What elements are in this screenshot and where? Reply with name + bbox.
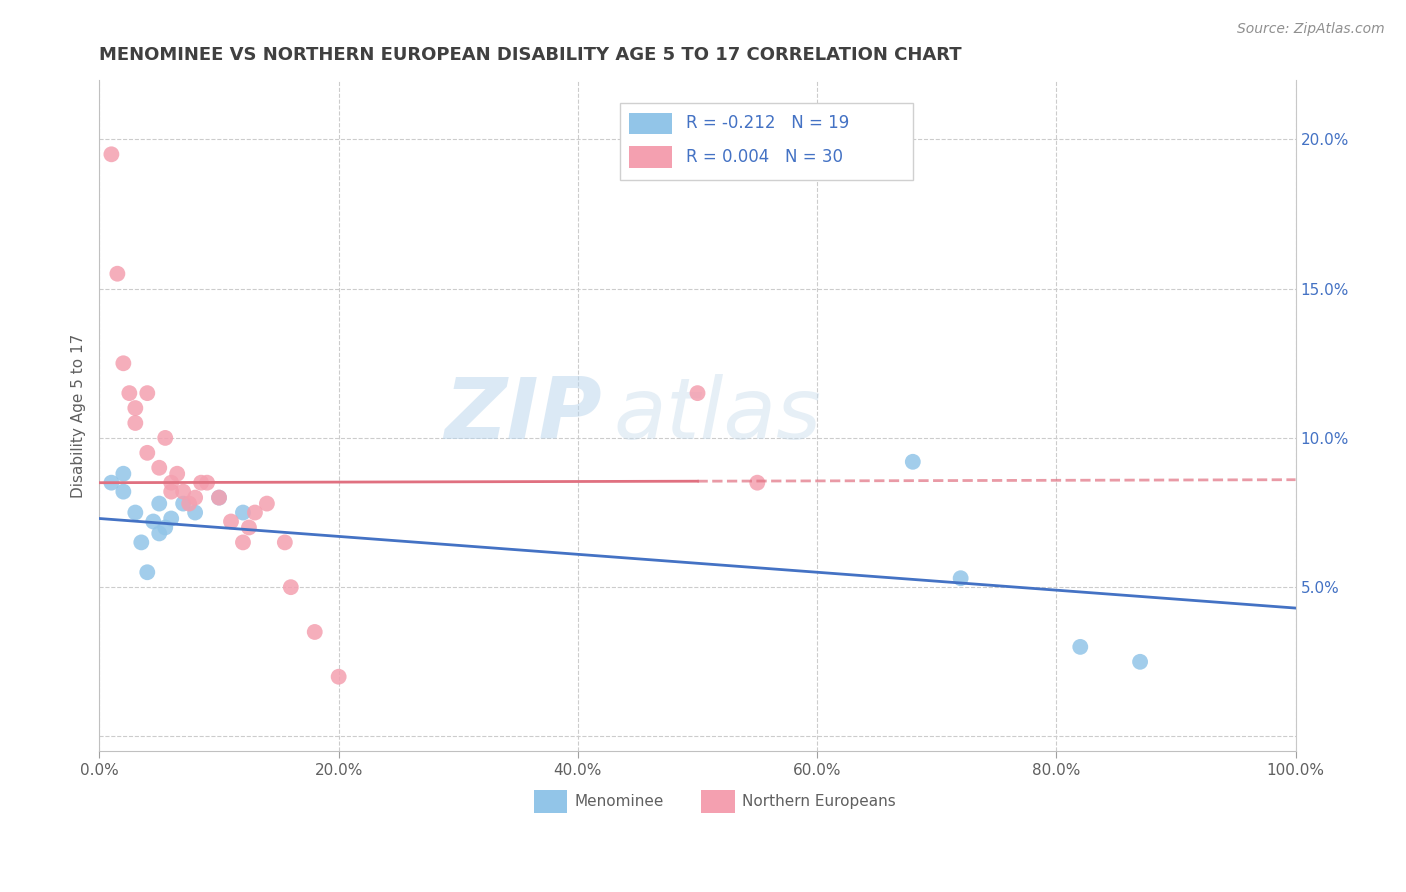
Point: [179, 497, 201, 511]
Point: [901, 455, 924, 469]
Text: Menominee: Menominee: [574, 794, 664, 808]
Point: [136, 566, 159, 580]
Point: [160, 484, 183, 499]
Point: [166, 467, 188, 481]
Point: [243, 506, 266, 520]
Point: [136, 386, 159, 401]
Point: [280, 580, 302, 594]
Text: atlas: atlas: [614, 374, 821, 457]
Point: [148, 497, 170, 511]
FancyBboxPatch shape: [534, 790, 567, 814]
Text: Northern Europeans: Northern Europeans: [742, 794, 896, 808]
Point: [148, 460, 170, 475]
Text: MENOMINEE VS NORTHERN EUROPEAN DISABILITY AGE 5 TO 17 CORRELATION CHART: MENOMINEE VS NORTHERN EUROPEAN DISABILIT…: [100, 46, 962, 64]
Point: [160, 475, 183, 490]
Point: [172, 484, 194, 499]
FancyBboxPatch shape: [630, 146, 672, 168]
Point: [208, 491, 231, 505]
Point: [949, 571, 972, 585]
Point: [686, 386, 709, 401]
Point: [136, 446, 159, 460]
Text: R = -0.212   N = 19: R = -0.212 N = 19: [686, 114, 849, 132]
Y-axis label: Disability Age 5 to 17: Disability Age 5 to 17: [72, 334, 86, 498]
Point: [328, 670, 350, 684]
Point: [184, 491, 207, 505]
Point: [129, 535, 152, 549]
Text: Source: ZipAtlas.com: Source: ZipAtlas.com: [1237, 22, 1385, 37]
Point: [190, 475, 212, 490]
Point: [112, 467, 135, 481]
Point: [100, 147, 122, 161]
Point: [155, 431, 177, 445]
Point: [232, 506, 254, 520]
Point: [747, 475, 769, 490]
Point: [118, 386, 141, 401]
Point: [219, 515, 242, 529]
Point: [112, 484, 135, 499]
Point: [160, 511, 183, 525]
Point: [184, 506, 207, 520]
Point: [232, 535, 254, 549]
Point: [172, 497, 194, 511]
Point: [1069, 640, 1091, 654]
Point: [155, 520, 177, 534]
Point: [1129, 655, 1152, 669]
Point: [195, 475, 218, 490]
Text: ZIP: ZIP: [444, 374, 602, 457]
Point: [100, 475, 122, 490]
Point: [148, 526, 170, 541]
Point: [124, 401, 146, 415]
FancyBboxPatch shape: [630, 112, 672, 134]
Point: [274, 535, 297, 549]
Point: [256, 497, 278, 511]
Point: [124, 506, 146, 520]
FancyBboxPatch shape: [702, 790, 734, 814]
Point: [105, 267, 128, 281]
Text: R = 0.004   N = 30: R = 0.004 N = 30: [686, 148, 842, 166]
Point: [142, 515, 165, 529]
Point: [124, 416, 146, 430]
Point: [238, 520, 260, 534]
Point: [208, 491, 231, 505]
Point: [112, 356, 135, 370]
FancyBboxPatch shape: [620, 103, 912, 180]
Point: [304, 624, 326, 639]
